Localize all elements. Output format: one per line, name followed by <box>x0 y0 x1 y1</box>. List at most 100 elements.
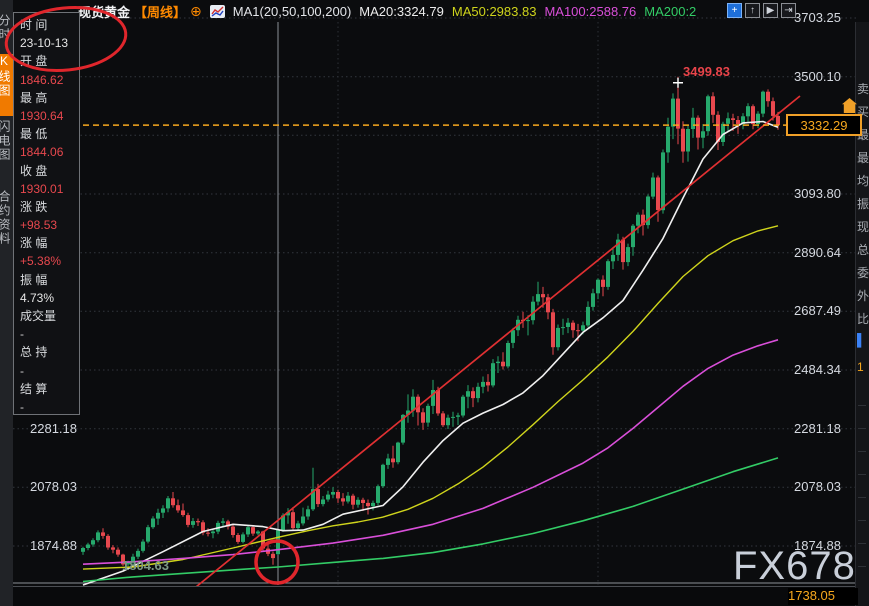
watermark: FX678 <box>733 544 856 588</box>
info-value: +5.38% <box>20 254 62 269</box>
candle-body <box>346 495 350 502</box>
candle-body <box>341 498 345 502</box>
y-axis-label-left: 2281.18 <box>30 421 77 436</box>
chart-toolbar: + ↑ ▶ ⇥ <box>727 3 796 18</box>
candle-body <box>301 516 305 524</box>
candle-body <box>576 330 580 332</box>
candle-body <box>156 512 160 519</box>
candle-body <box>231 526 235 535</box>
candle-body <box>581 325 585 331</box>
candle-body <box>371 502 375 507</box>
candle-body <box>706 96 710 132</box>
candle-body <box>376 486 380 503</box>
chart-style-icon[interactable] <box>209 4 225 18</box>
info-value: 1930.01 <box>20 181 64 196</box>
ma200-value: MA200:2 <box>644 3 697 19</box>
candle-body <box>546 297 550 313</box>
page-forward-icon[interactable]: ⇥ <box>781 3 796 18</box>
candle-body <box>691 117 695 129</box>
quote-panel-divider <box>858 497 866 498</box>
candle-body <box>196 521 200 523</box>
candle-body <box>721 123 725 142</box>
info-label: 最 低 <box>20 127 48 142</box>
candle-body <box>286 512 290 516</box>
candle-body <box>126 561 130 565</box>
candle-body <box>191 521 195 525</box>
info-value: +98.53 <box>20 218 58 233</box>
quote-panel-text: 外 <box>857 289 869 303</box>
candle-body <box>596 279 600 294</box>
y-axis-label-right: 2281.18 <box>794 421 841 436</box>
candle-body <box>481 381 485 387</box>
candle-body <box>461 396 465 416</box>
sidebar-tab-1[interactable]: K线图 <box>0 54 13 116</box>
candle-body <box>411 396 415 411</box>
left-tab-strip: 分时 K线图 闪电图 合约资料 <box>0 0 13 606</box>
candle-body <box>141 541 145 551</box>
candle-body <box>121 554 125 565</box>
candle-body <box>256 531 260 534</box>
candle-body <box>486 381 490 386</box>
candle-body <box>651 177 655 197</box>
candle-body <box>491 363 495 386</box>
zoom-out-icon[interactable]: ↑ <box>745 3 760 18</box>
candle-body <box>401 414 405 443</box>
candle-body <box>101 532 105 536</box>
period-label[interactable]: 【周线】 <box>134 4 187 20</box>
candle-body <box>536 294 540 302</box>
candle-body <box>296 523 300 528</box>
ma50-value: MA50:2983.83 <box>451 3 537 19</box>
candle-body <box>226 521 230 527</box>
quote-panel-divider <box>858 474 866 475</box>
candle-body <box>311 489 315 510</box>
ma20-value: MA20:3324.79 <box>359 3 444 19</box>
candle-body <box>646 196 650 226</box>
candle-body <box>726 118 730 124</box>
candle-body <box>146 527 150 542</box>
info-label: 总 持 <box>20 345 48 360</box>
candle-body <box>251 527 255 534</box>
candle-body <box>676 98 680 129</box>
info-value: 1844.06 <box>20 145 64 160</box>
quote-panel-text: ▌ <box>857 333 866 347</box>
info-label: 振 幅 <box>20 272 48 287</box>
candle-body <box>571 322 575 331</box>
candle-body <box>396 442 400 463</box>
sidebar-tab-3[interactable]: 合约资料 <box>0 190 11 246</box>
candle-body <box>406 410 410 415</box>
high-marker-cross <box>673 77 683 88</box>
candle-body <box>446 417 450 426</box>
candle-body <box>681 128 685 152</box>
sidebar-tab-2[interactable]: 闪电图 <box>0 120 11 162</box>
candle-body <box>391 458 395 463</box>
quote-panel-text: 总 <box>857 243 869 257</box>
quote-panel-text: 委 <box>857 266 869 280</box>
candle-body <box>96 532 100 541</box>
candle-body <box>531 301 535 321</box>
zoom-in-icon[interactable]: ▶ <box>763 3 778 18</box>
candle-body <box>436 390 440 414</box>
quote-panel-sliver[interactable]: 卖买最最均振现总委外比 ▌ 1 <box>855 22 869 606</box>
info-label: 时 间 <box>20 18 48 32</box>
candle-body <box>381 464 385 487</box>
candle-body <box>766 91 770 102</box>
y-axis-label-right: 3703.25 <box>794 10 841 25</box>
quote-panel-text: 卖 <box>857 82 869 96</box>
candle-body <box>441 413 445 426</box>
bottom-axis-price: 1738.05 <box>788 588 858 605</box>
candle-body <box>731 118 735 120</box>
candle-body <box>416 396 420 413</box>
candle-body <box>111 547 115 550</box>
price-marker-icon[interactable] <box>842 98 857 113</box>
info-value: - <box>20 327 24 342</box>
candle-body <box>426 405 430 423</box>
crosshair-cursor-icon[interactable]: + <box>727 3 742 18</box>
ma-settings-label: MA1(20,50,100,200) <box>232 3 352 19</box>
candle-body <box>331 492 335 495</box>
candle-body <box>326 494 330 500</box>
add-indicator-icon[interactable]: ⊕ <box>190 3 202 19</box>
candle-body <box>606 261 610 287</box>
candle-body <box>556 327 560 348</box>
